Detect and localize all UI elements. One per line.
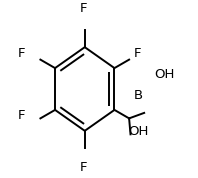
Text: OH: OH — [128, 125, 148, 138]
Text: OH: OH — [154, 68, 175, 81]
Text: B: B — [134, 89, 143, 102]
Text: F: F — [134, 47, 141, 60]
Text: F: F — [80, 161, 88, 174]
Text: F: F — [80, 2, 88, 15]
Text: F: F — [18, 47, 25, 60]
Text: F: F — [18, 109, 25, 122]
